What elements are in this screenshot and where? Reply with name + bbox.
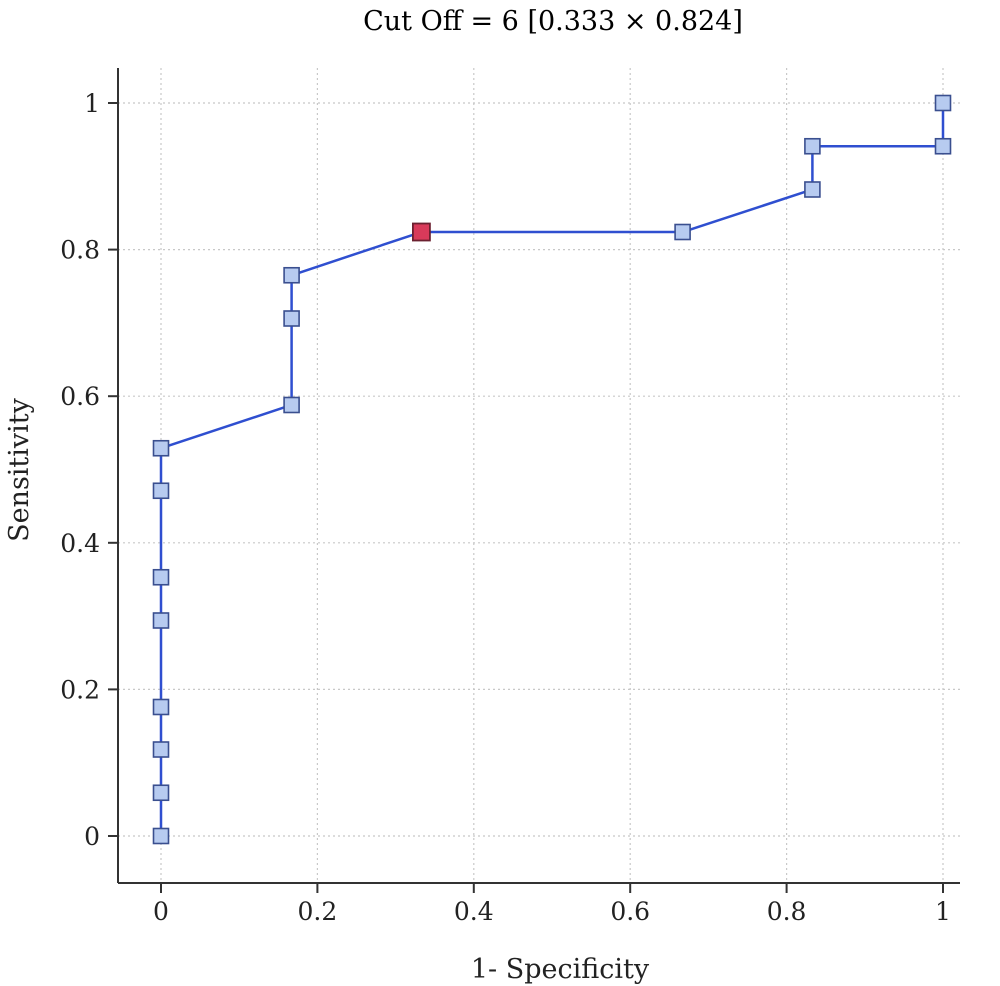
series-line-0 [159,103,945,836]
data-point-10 [283,266,300,284]
data-point-9 [283,310,300,327]
x-tick-label-5: 1 [935,897,951,926]
data-point-6 [152,482,170,500]
x-tick-label-2: 0.4 [454,897,494,926]
ticks: 0 0.2 0.4 0.6 0.8 1 0 0.2 0.4 0.6 0.8 1 [60,89,951,926]
y-tick-label-2: 0.4 [60,529,100,558]
x-tick-label-4: 0.8 [767,897,807,926]
data-point-8 [283,396,300,414]
data-point-5 [152,568,170,586]
roc-markers [152,94,952,845]
y-tick-label-3: 0.6 [60,382,100,411]
data-point-7 [152,439,170,457]
data-point-12 [804,181,821,198]
x-tick-label-1: 0.2 [298,897,338,926]
y-tick-label-1: 0.2 [60,675,100,704]
data-point-1 [152,784,170,802]
x-tick-label-0: 0 [153,897,169,926]
cutoff-point [412,222,431,242]
chart-title: Cut Off = 6 [0.333 × 0.824] [363,6,743,37]
data-point-3 [152,698,170,716]
y-tick-label-0: 0 [84,822,100,851]
axes [117,68,960,884]
data-point-0 [152,827,170,845]
data-point-13 [804,137,821,155]
grid [118,68,960,883]
roc-curve [159,103,945,836]
x-axis-label: 1- Specificity [471,954,650,985]
data-point-4 [152,612,170,629]
y-tick-label-4: 0.8 [60,236,100,265]
y-tick-label-5: 1 [84,89,100,118]
y-axis-label: Sensitivity [4,397,35,542]
data-point-11 [674,223,691,241]
x-tick-label-3: 0.6 [610,897,650,926]
data-point-15 [934,94,952,112]
data-point-14 [934,137,952,155]
data-point-2 [152,741,170,758]
